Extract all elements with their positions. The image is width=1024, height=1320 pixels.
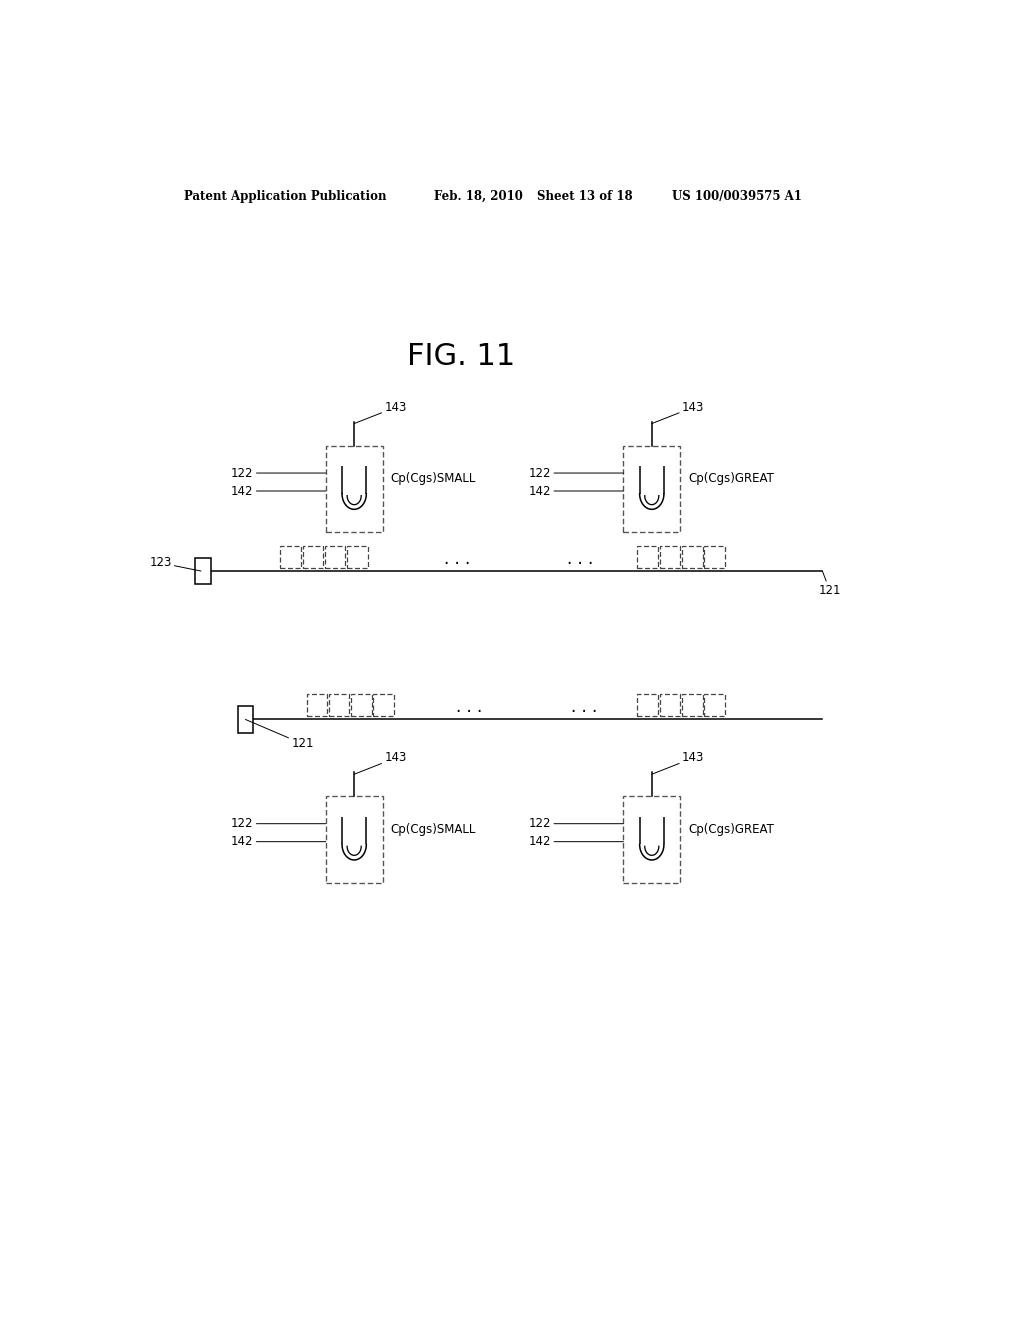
Bar	[659, 694, 680, 717]
Bar	[638, 694, 658, 717]
Text: 123: 123	[150, 557, 201, 572]
Bar	[238, 706, 253, 733]
Text: 122: 122	[231, 466, 326, 479]
Bar	[705, 694, 725, 717]
Bar	[624, 446, 680, 532]
Text: . . .: . . .	[571, 698, 597, 717]
Text: Cp(Cgs)GREAT: Cp(Cgs)GREAT	[688, 822, 774, 836]
Text: Cp(Cgs)SMALL: Cp(Cgs)SMALL	[390, 473, 476, 484]
Bar	[326, 796, 383, 883]
Text: . . .: . . .	[444, 550, 470, 568]
Text: 122: 122	[231, 817, 326, 830]
Text: 121: 121	[246, 719, 313, 750]
Bar	[682, 694, 702, 717]
Text: 142: 142	[528, 484, 624, 498]
Bar	[705, 545, 725, 568]
Text: 143: 143	[354, 751, 407, 775]
Text: 143: 143	[652, 401, 705, 424]
Bar	[303, 545, 324, 568]
Text: 143: 143	[652, 751, 705, 775]
Text: 143: 143	[354, 401, 407, 424]
Text: Cp(Cgs)SMALL: Cp(Cgs)SMALL	[390, 822, 476, 836]
Bar	[306, 694, 328, 717]
Bar	[329, 694, 349, 717]
Bar	[351, 694, 372, 717]
Bar	[347, 545, 368, 568]
Bar	[373, 694, 394, 717]
Text: FIG. 11: FIG. 11	[408, 342, 515, 371]
Bar	[325, 545, 345, 568]
Text: . . .: . . .	[567, 550, 594, 568]
Text: Sheet 13 of 18: Sheet 13 of 18	[537, 190, 633, 202]
Bar	[682, 545, 702, 568]
Text: 122: 122	[528, 466, 624, 479]
Text: 142: 142	[231, 836, 326, 849]
Bar	[624, 796, 680, 883]
Bar	[281, 545, 301, 568]
Text: 122: 122	[528, 817, 624, 830]
Bar	[659, 545, 680, 568]
Text: 142: 142	[528, 836, 624, 849]
Bar	[638, 545, 658, 568]
Bar	[326, 446, 383, 532]
Text: US 100/0039575 A1: US 100/0039575 A1	[672, 190, 802, 202]
Text: Cp(Cgs)GREAT: Cp(Cgs)GREAT	[688, 473, 774, 484]
Text: Feb. 18, 2010: Feb. 18, 2010	[433, 190, 522, 202]
Bar	[196, 558, 211, 585]
Text: Patent Application Publication: Patent Application Publication	[183, 190, 386, 202]
Text: . . .: . . .	[456, 698, 482, 717]
Text: 121: 121	[818, 572, 841, 597]
Text: 142: 142	[231, 484, 326, 498]
